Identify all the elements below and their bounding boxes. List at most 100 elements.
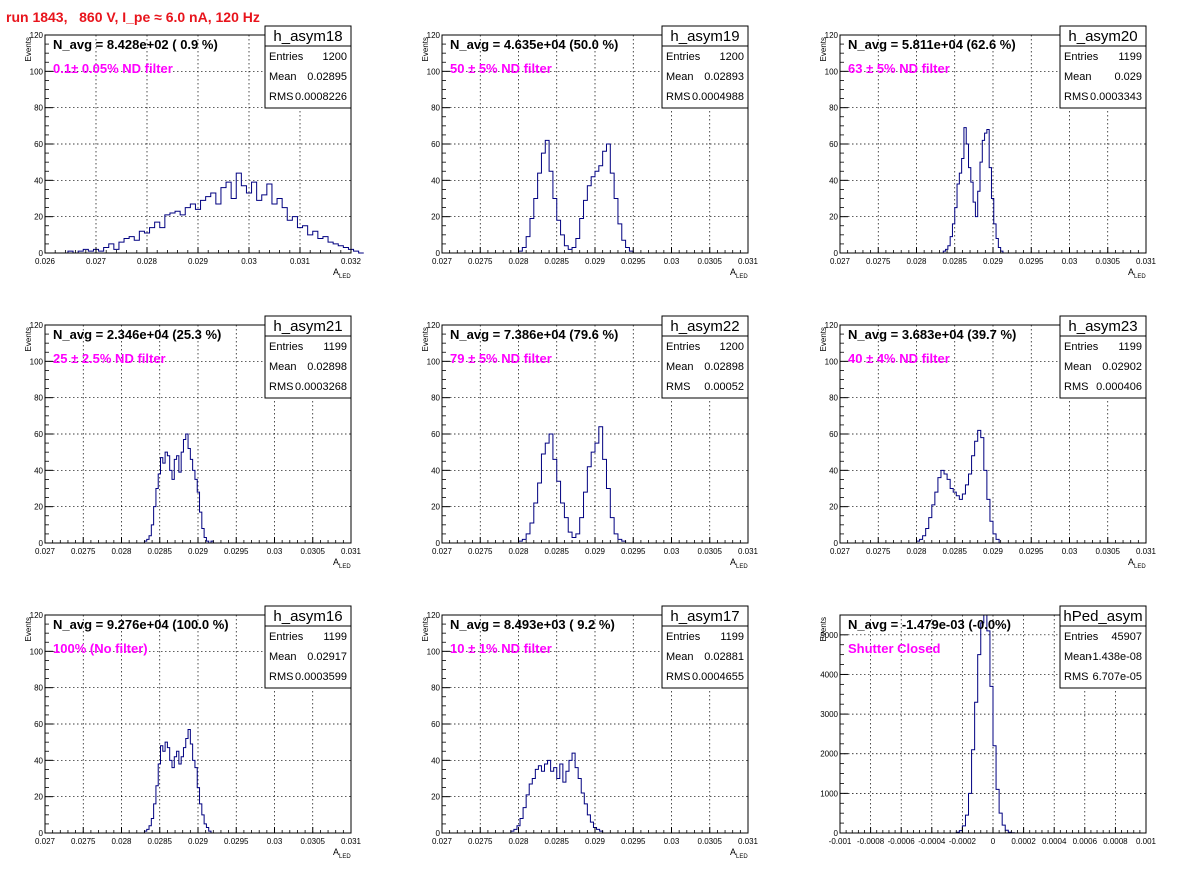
x-tick-label: 0.03 [1062,547,1078,556]
y-tick-label: 0 [39,539,44,548]
y-axis-title: Events [819,617,828,641]
x-tick-label: -0.0008 [857,837,885,846]
histogram-panel-h_asym20: 0.027 0.0275 0.028 0.0285 0.029 0.0295 0.03 0.0… [819,25,1157,280]
y-tick-label: 60 [431,140,440,149]
y-tick-label: 40 [829,466,838,475]
x-tick-label: 0.0275 [468,547,493,556]
x-tick-label: 0.0285 [943,257,968,266]
y-tick-label: 80 [34,394,43,403]
y-tick-label: 0 [436,829,441,838]
x-tick-label: 0.001 [1136,837,1157,846]
y-axis-title: Events [819,327,828,351]
navg-label: N_avg = 4.635e+04 (50.0 %) [450,37,618,52]
x-axis-title-main: A [333,267,339,277]
x-axis-title-sub: LED [1134,274,1146,280]
x-tick-label: 0.0305 [698,547,723,556]
y-tick-label: 3000 [820,710,838,719]
y-tick-label: 60 [829,140,838,149]
y-tick-label: 40 [34,756,43,765]
histogram-line [518,426,627,543]
x-tick-label: 0.028 [508,547,529,556]
y-tick-label: 20 [829,503,838,512]
y-tick-label: 120 [427,31,441,40]
stats-value: -1.438e-08 [1089,651,1142,663]
x-tick-label: 0.027 [830,257,851,266]
stats-label: Mean [269,651,297,663]
x-tick-label: 0.0305 [301,837,326,846]
x-axis-title: ALED [333,557,351,570]
y-tick-label: 120 [30,611,44,620]
stats-value: 1199 [720,631,744,643]
y-tick-label: 100 [30,357,44,366]
x-tick-label: 0.0295 [621,837,646,846]
stats-value: 0.0004655 [692,671,744,683]
x-tick-label: 0.03 [664,547,680,556]
histogram-line [916,429,1000,543]
y-tick-label: 80 [431,104,440,113]
x-tick-label: 0.0285 [545,547,570,556]
navg-label: N_avg = 7.386e+04 (79.6 %) [450,327,618,342]
y-axis-title: Events [24,617,33,641]
x-tick-label: 0.031 [738,547,759,556]
histogram-panel-h_asym21: 0.027 0.0275 0.028 0.0285 0.029 0.0295 0.03 0.0… [24,315,362,570]
stats-label: RMS [1064,91,1088,103]
histogram-line [510,752,604,833]
x-axis-title: ALED [333,267,351,280]
x-tick-label: 0.026 [35,257,56,266]
x-tick-label: 0.027 [35,837,56,846]
stats-value: 0.0004988 [692,91,744,103]
y-tick-label: 80 [431,394,440,403]
filter-annotation: 100% (No filter) [53,641,148,656]
navg-label: N_avg = 3.683e+04 (39.7 %) [848,327,1016,342]
filter-annotation: Shutter Closed [848,641,941,656]
stats-value: 0.02898 [307,361,347,373]
x-tick-label: 0.027 [432,257,453,266]
x-tick-label: 0.0285 [545,837,570,846]
y-tick-label: 2000 [820,750,838,759]
x-tick-label: 0.032 [341,257,362,266]
x-tick-label: 0.0295 [224,837,249,846]
x-axis-title-sub: LED [736,274,748,280]
x-tick-label: 0 [991,837,996,846]
y-tick-label: 5000 [820,631,838,640]
histogram-line [518,139,634,253]
x-tick-label: -0.0006 [888,837,916,846]
stats-label: Entries [1064,631,1099,643]
stats-value: 1199 [323,341,347,353]
x-tick-label: 0.031 [1136,547,1157,556]
stats-box [264,45,352,109]
y-tick-label: 1000 [820,789,838,798]
x-tick-label: 0.029 [188,547,209,556]
y-tick-label: 100 [427,647,441,656]
y-tick-label: 0 [834,539,839,548]
x-tick-label: 0.028 [508,837,529,846]
x-tick-label: 0.0295 [621,547,646,556]
y-tick-label: 0 [39,829,44,838]
x-tick-label: 0.028 [508,257,529,266]
y-tick-label: 100 [427,67,441,76]
y-tick-label: 120 [427,321,441,330]
stats-value: 0.000406 [1096,381,1142,393]
stats-value: 0.02898 [704,361,744,373]
x-tick-label: 0.0305 [1096,257,1121,266]
histogram-panel-h_asym17: 0.027 0.0275 0.028 0.0285 0.029 0.0295 0.03 0.0… [421,605,759,860]
stats-label: Entries [269,341,304,353]
x-tick-label: 0.029 [585,257,606,266]
y-axis-title: Events [421,37,430,61]
x-tick-label: 0.031 [738,837,759,846]
stats-label: RMS [269,671,293,683]
y-tick-label: 80 [431,684,440,693]
x-axis-title-main: A [333,557,339,567]
stats-value: 1200 [720,341,744,353]
x-tick-label: -0.0002 [949,837,977,846]
y-axis-title: Events [819,37,828,61]
histogram-line [143,728,212,833]
y-tick-label: 20 [34,503,43,512]
y-tick-label: 60 [34,430,43,439]
x-tick-label: 0.029 [983,257,1004,266]
navg-label: N_avg = -1.479e-03 (-0.0%) [848,617,1011,632]
x-axis-title-sub: LED [1134,564,1146,570]
x-tick-label: -0.0004 [918,837,946,846]
filter-annotation: 63 ± 5% ND filter [848,61,950,76]
x-axis-title: ALED [333,847,351,860]
